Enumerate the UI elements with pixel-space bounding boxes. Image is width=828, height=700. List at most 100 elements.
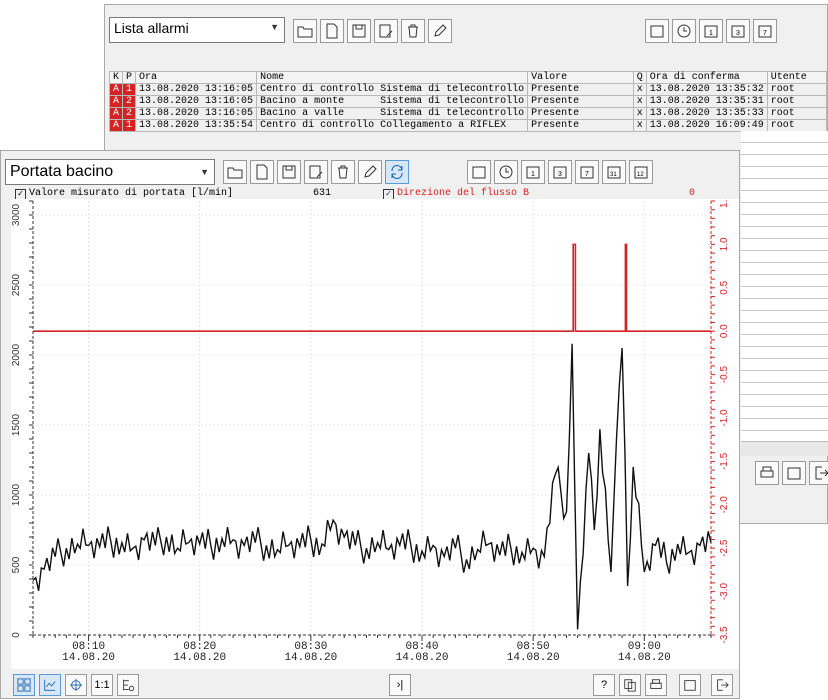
y-left-tick-label: 1500: [11, 413, 22, 436]
chevron-down-icon: ▼: [200, 167, 209, 177]
horizontal-scrollbar[interactable]: [741, 441, 828, 456]
printer-icon: [650, 679, 662, 689]
copy-button[interactable]: [619, 674, 641, 696]
date-range-button[interactable]: [467, 160, 491, 184]
y-right-tick-label: 0.0: [719, 324, 730, 338]
exit-button[interactable]: [711, 674, 733, 696]
delete-button[interactable]: [331, 160, 355, 184]
col-valore[interactable]: Valore: [527, 71, 634, 84]
trash-icon: [408, 24, 418, 38]
x-tick-time-label: 08:50: [517, 641, 550, 653]
chart-window: Portata bacino ▼ 1 3 7 31 12 ✓ Valore mis…: [0, 150, 740, 699]
grid-layout-button[interactable]: [13, 674, 35, 696]
x-tick-date-label: 14.08.20: [396, 652, 449, 664]
axis-settings-button[interactable]: [117, 674, 139, 696]
day-7-button[interactable]: 7: [575, 160, 599, 184]
direction-series-line: [33, 243, 711, 332]
flow-series-toggle[interactable]: ✓ Valore misurato di portata [l/min]: [15, 188, 233, 200]
calendar-range-icon: [472, 166, 486, 179]
y-right-tick-label: 1.5: [719, 199, 730, 208]
printer-icon: [760, 466, 774, 478]
date-range-button[interactable]: [645, 19, 669, 43]
alarm-table: K P Ora Nome Valore Q Ora di conferma Ut…: [108, 71, 828, 132]
day-3-button[interactable]: 3: [548, 160, 572, 184]
save-icon: [352, 24, 366, 38]
table-row[interactable]: A 2 13.08.2020 13:16:05 Bacino a valle S…: [108, 107, 828, 120]
scale-1-1-button[interactable]: 1:1: [91, 674, 113, 696]
exit-button[interactable]: [809, 461, 828, 485]
alarm-list-select-value: Lista allarmi: [114, 20, 189, 36]
save-as-button[interactable]: [374, 19, 398, 43]
edit-button[interactable]: [358, 160, 382, 184]
day-3-button[interactable]: 3: [726, 19, 750, 43]
calendar-31-icon: 31: [607, 166, 621, 179]
col-k[interactable]: K: [108, 71, 124, 84]
day-7-button[interactable]: 7: [753, 19, 777, 43]
col-p[interactable]: P: [122, 71, 137, 84]
copy-icon: [624, 679, 636, 692]
x-tick-time-label: 09:00: [628, 641, 661, 653]
col-nome[interactable]: Nome: [256, 71, 529, 84]
export-xls-button[interactable]: [679, 674, 701, 696]
x-tick-time-label: 08:20: [183, 641, 216, 653]
svg-text:1: 1: [709, 30, 713, 37]
open-folder-button[interactable]: [223, 160, 247, 184]
save-button[interactable]: [277, 160, 301, 184]
col-utente[interactable]: Utente: [766, 71, 828, 84]
x-tick-date-label: 14.08.20: [618, 652, 671, 664]
flow-series-line: [32, 343, 712, 630]
print-button[interactable]: [645, 674, 667, 696]
chart-view-button[interactable]: [39, 674, 61, 696]
refresh-button[interactable]: [385, 160, 409, 184]
save-as-icon: [309, 165, 323, 179]
new-document-button[interactable]: [250, 160, 274, 184]
y-right-tick-label: -1.0: [719, 409, 730, 427]
chevron-down-icon: ▼: [270, 22, 279, 32]
empty-rows-area: [741, 131, 828, 441]
clock-button[interactable]: [494, 160, 518, 184]
y-left-tick-label: 500: [11, 556, 22, 573]
calendar-7-icon: 7: [758, 25, 772, 38]
save-as-button[interactable]: [304, 160, 328, 184]
clock-button[interactable]: [672, 19, 696, 43]
direction-series-label: Direzione del flusso B: [397, 188, 530, 199]
new-document-button[interactable]: [320, 19, 344, 43]
y-left-tick-label: 1000: [11, 483, 22, 506]
folder-icon: [227, 167, 243, 179]
crosshair-button[interactable]: [65, 674, 87, 696]
table-row[interactable]: A 1 13.08.2020 13:35:54 Centro di contro…: [108, 119, 828, 132]
col-q[interactable]: Q: [632, 71, 647, 84]
save-button[interactable]: [347, 19, 371, 43]
y-right-tick-label: 1.0: [719, 237, 730, 251]
trash-icon: [338, 165, 348, 179]
alarm-list-select[interactable]: Lista allarmi ▼: [109, 17, 285, 43]
save-as-icon: [379, 24, 393, 38]
direction-series-toggle[interactable]: ✓ Direzione del flusso B: [383, 188, 530, 200]
calendar-1-icon: 1: [704, 25, 718, 38]
export-xls-button[interactable]: [782, 461, 806, 485]
y-right-tick-label: 0.5: [719, 280, 730, 294]
direction-series-value: 0: [689, 188, 696, 199]
help-button[interactable]: ?: [593, 674, 615, 696]
day-31-button[interactable]: 31: [602, 160, 626, 184]
alarm-table-header: K P Ora Nome Valore Q Ora di conferma Ut…: [108, 71, 828, 84]
col-ora-conferma[interactable]: Ora di conferma: [645, 71, 768, 84]
day-1-button[interactable]: 1: [699, 19, 723, 43]
print-button[interactable]: [755, 461, 779, 485]
edit-button[interactable]: [428, 19, 452, 43]
delete-button[interactable]: [401, 19, 425, 43]
day-1-button[interactable]: 1: [521, 160, 545, 184]
table-row[interactable]: A 2 13.08.2020 13:16:05 Bacino a monte S…: [108, 95, 828, 108]
chart-select[interactable]: Portata bacino ▼: [5, 159, 215, 185]
month-12-button[interactable]: 12: [629, 160, 653, 184]
table-row[interactable]: A 1 13.08.2020 13:16:05 Centro di contro…: [108, 83, 828, 96]
exit-icon: [815, 466, 828, 480]
y-left-tick-label: 2000: [11, 343, 22, 366]
svg-text:31: 31: [610, 172, 617, 178]
go-to-end-button[interactable]: ›|: [389, 674, 411, 696]
svg-text:3: 3: [736, 30, 740, 37]
y-left-tick-label: 0: [11, 632, 22, 638]
open-folder-button[interactable]: [293, 19, 317, 43]
col-ora[interactable]: Ora: [135, 71, 258, 84]
flow-chart[interactable]: 0 500 1000 1500 2000 2500 3000 1.5 1.0 0.5 0.0 -0.5…: [11, 199, 739, 669]
